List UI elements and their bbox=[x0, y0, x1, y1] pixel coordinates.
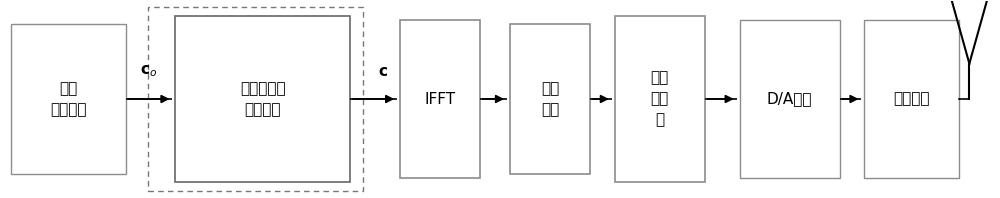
Text: 输入
信息符号: 输入 信息符号 bbox=[50, 81, 86, 117]
Bar bbox=[740, 20, 840, 178]
Text: 串并
变换: 串并 变换 bbox=[541, 81, 559, 117]
Bar bbox=[400, 20, 480, 178]
Bar bbox=[175, 16, 350, 182]
Bar bbox=[510, 24, 590, 174]
Text: 加循
环前
缀: 加循 环前 缀 bbox=[651, 70, 669, 128]
Text: 抑制信号峰
平比模型: 抑制信号峰 平比模型 bbox=[240, 81, 286, 117]
Text: IFFT: IFFT bbox=[425, 91, 456, 107]
Bar bbox=[148, 7, 363, 191]
Bar bbox=[615, 16, 705, 182]
Text: D/A转换: D/A转换 bbox=[767, 91, 812, 107]
Text: $\mathbf{c}_o$: $\mathbf{c}_o$ bbox=[140, 64, 157, 79]
Bar bbox=[11, 24, 126, 174]
Text: 射频放大: 射频放大 bbox=[894, 91, 930, 107]
Text: $\mathbf{c}$: $\mathbf{c}$ bbox=[378, 64, 388, 79]
Bar bbox=[864, 20, 959, 178]
